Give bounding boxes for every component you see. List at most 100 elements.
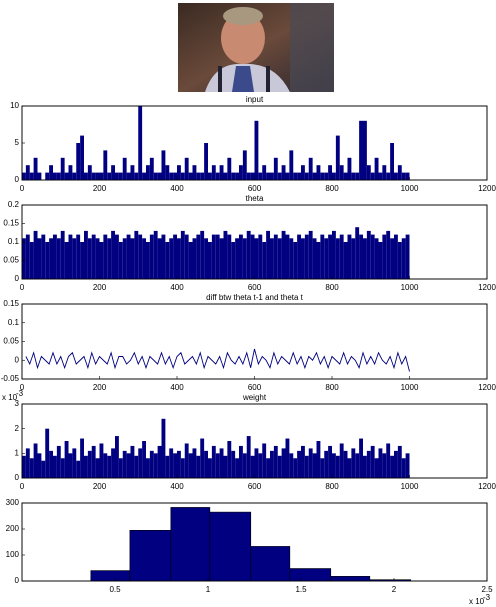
bar bbox=[25, 448, 30, 478]
bar bbox=[118, 242, 123, 279]
bar bbox=[180, 458, 185, 478]
histogram-bar bbox=[170, 507, 211, 582]
histogram-bar bbox=[129, 529, 172, 582]
bar bbox=[111, 448, 115, 478]
bar bbox=[99, 443, 104, 478]
bar bbox=[359, 438, 363, 478]
bar bbox=[142, 172, 146, 180]
bar bbox=[177, 238, 181, 279]
bar bbox=[262, 165, 267, 180]
bar bbox=[266, 458, 270, 478]
bar bbox=[138, 234, 143, 279]
bar bbox=[107, 455, 112, 478]
bar bbox=[45, 428, 50, 478]
subplot-title: theta bbox=[246, 194, 264, 203]
y-tick-label: 0.1 bbox=[8, 318, 20, 327]
y-tick-label: -0.05 bbox=[1, 374, 20, 383]
bar bbox=[22, 238, 26, 279]
bar bbox=[304, 172, 309, 180]
bar bbox=[316, 165, 321, 180]
x-tick-label: 1.5 bbox=[295, 585, 307, 594]
bar bbox=[64, 441, 69, 478]
bar bbox=[347, 234, 352, 279]
bar bbox=[122, 450, 127, 478]
bar bbox=[76, 143, 81, 180]
x-tick-label: 1000 bbox=[401, 283, 419, 292]
subplot: diff btw theta t-1 and theta t-0.0500.05… bbox=[1, 293, 496, 392]
x-tick-label: 400 bbox=[170, 482, 184, 491]
bar bbox=[390, 143, 394, 180]
bar bbox=[335, 238, 340, 279]
bar bbox=[397, 445, 402, 478]
y-tick-label: 0 bbox=[15, 576, 20, 585]
x-tick-label: 600 bbox=[248, 283, 262, 292]
bar bbox=[215, 234, 220, 279]
bar bbox=[25, 165, 30, 180]
bar bbox=[343, 172, 348, 180]
bar bbox=[227, 441, 232, 478]
bar bbox=[273, 234, 278, 279]
bar bbox=[258, 234, 263, 279]
bar bbox=[370, 234, 375, 279]
bar bbox=[355, 453, 360, 478]
exponent-base: x 10 bbox=[469, 597, 485, 606]
y-tick-label: 0 bbox=[15, 175, 20, 184]
bar bbox=[76, 234, 81, 279]
bar bbox=[126, 234, 131, 279]
bar bbox=[304, 234, 309, 279]
bar bbox=[111, 230, 115, 279]
bar bbox=[184, 443, 189, 478]
y-tick-label: 0.15 bbox=[3, 299, 19, 308]
bar bbox=[196, 234, 201, 279]
bar bbox=[320, 458, 325, 478]
bar bbox=[177, 450, 181, 478]
bar bbox=[250, 234, 255, 279]
bar bbox=[366, 450, 371, 478]
bar bbox=[208, 242, 212, 279]
bar bbox=[320, 172, 325, 180]
bar bbox=[192, 238, 197, 279]
bar bbox=[332, 230, 336, 279]
bar bbox=[49, 450, 53, 478]
bar bbox=[45, 172, 50, 180]
histogram-bar bbox=[250, 546, 291, 582]
bar bbox=[165, 165, 170, 180]
bar bbox=[200, 172, 205, 180]
x-tick-label: 0 bbox=[20, 482, 25, 491]
exponent-power: -3 bbox=[16, 389, 24, 398]
bar bbox=[33, 157, 38, 180]
y-tick-label: 0.2 bbox=[8, 200, 20, 209]
bar bbox=[335, 455, 340, 478]
bar bbox=[84, 172, 88, 180]
bar bbox=[211, 234, 216, 279]
bar bbox=[91, 234, 96, 279]
bar bbox=[242, 453, 247, 478]
bar bbox=[157, 172, 162, 180]
bar bbox=[115, 234, 119, 279]
bar bbox=[118, 458, 123, 478]
bar bbox=[60, 157, 65, 180]
bar bbox=[173, 172, 177, 180]
bar bbox=[308, 230, 313, 279]
bar bbox=[370, 172, 375, 180]
axes-frame bbox=[21, 502, 488, 582]
bar bbox=[297, 234, 301, 279]
x-tick-label: 0 bbox=[20, 184, 25, 193]
bar bbox=[366, 230, 371, 279]
bar bbox=[332, 453, 336, 478]
bar bbox=[262, 242, 267, 279]
bar bbox=[246, 230, 251, 279]
bar bbox=[169, 448, 174, 478]
bar bbox=[266, 230, 270, 279]
bar bbox=[146, 242, 150, 279]
bar bbox=[49, 238, 53, 279]
bar bbox=[146, 165, 150, 180]
bar bbox=[134, 455, 139, 478]
x-tick-label: 1200 bbox=[478, 482, 496, 491]
bar bbox=[169, 172, 174, 180]
bar bbox=[293, 458, 298, 478]
bar bbox=[378, 172, 383, 180]
x-tick-label: 800 bbox=[325, 283, 339, 292]
bar bbox=[76, 460, 81, 478]
